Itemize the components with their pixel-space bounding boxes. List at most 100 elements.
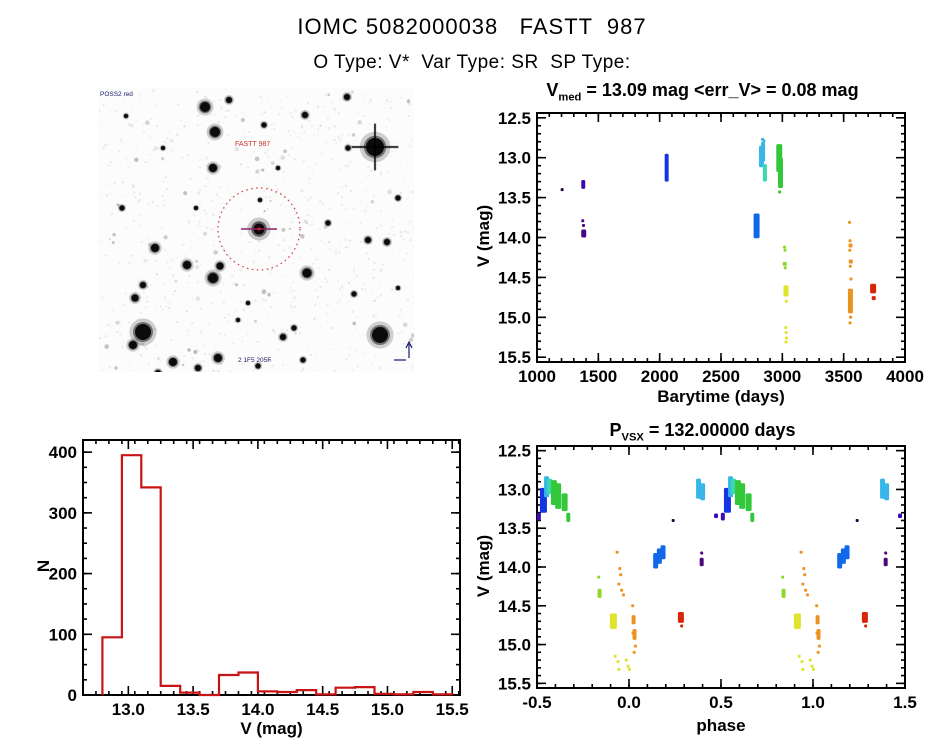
lightcurve-data-segment — [761, 141, 766, 162]
lightcurve-data-segment — [777, 157, 783, 189]
lightcurve-data-point — [783, 245, 787, 249]
phase-data-segment — [745, 493, 752, 512]
phase-data-segment — [561, 493, 568, 512]
lightcurve-data-segment — [581, 180, 586, 189]
phase-data-segment — [631, 615, 636, 625]
lightcurve-data-point — [778, 190, 782, 194]
histogram-x-tick-label: 13.0 — [112, 700, 145, 719]
field-stars — [117, 91, 403, 372]
star — [255, 363, 261, 369]
phase-data-segment — [898, 513, 903, 519]
lightcurve-y-tick-label: 12.5 — [498, 109, 531, 128]
plate-annotation: 2 1F5 205F — [238, 357, 271, 364]
phase-title-subscript: VSX — [621, 431, 644, 444]
phase-title-value: = 132.00000 days — [643, 420, 796, 440]
phase-data-segment — [750, 512, 755, 523]
phase-y-tick-label: 15.5 — [498, 674, 531, 693]
phase-data-point — [884, 551, 888, 555]
lightcurve-data-point — [783, 266, 787, 270]
lightcurve-data-point — [784, 330, 788, 334]
lightcurve-data-segment — [753, 213, 760, 239]
lightcurve-title-subscript: med — [558, 91, 582, 104]
phase-data-point — [855, 518, 859, 522]
phase-data-segment — [793, 613, 801, 630]
lightcurve-data-point — [871, 296, 876, 301]
lightcurve-data-segment — [783, 285, 789, 297]
star — [300, 357, 306, 363]
phase-data-segment — [555, 483, 562, 509]
phase-data-point — [620, 588, 624, 592]
phase-data-point — [617, 582, 621, 586]
lightcurve-data-point — [848, 321, 852, 325]
star — [396, 286, 400, 290]
phase-x-tick-label: 0.5 — [709, 693, 733, 712]
finding-chart-image: POSS2 red 2 1F5 205F FASTT 987 — [98, 88, 414, 372]
histogram-x-tick-label: 13.5 — [177, 700, 210, 719]
star — [216, 262, 224, 270]
target-name-label: FASTT 987 — [235, 141, 270, 148]
lightcurve-data-point — [581, 224, 585, 228]
lightcurve-x-tick-label: 1500 — [579, 367, 617, 386]
lightcurve-data-point — [848, 259, 853, 264]
phase-y-tick-label: 14.5 — [498, 597, 531, 616]
star — [214, 354, 222, 362]
phase-data-segment — [714, 513, 719, 519]
lightcurve-y-tick-label: 14.5 — [498, 268, 531, 287]
phase-data-point — [627, 667, 631, 671]
phase-data-point — [624, 658, 628, 662]
phase-y-tick-label: 14.0 — [498, 558, 531, 577]
phase-data-point — [671, 518, 675, 522]
page-title: IOMC 5082000038 FASTT 987 — [297, 14, 647, 39]
phase-x-tick-label: 1.5 — [893, 693, 917, 712]
phase-data-point — [804, 588, 808, 592]
lightcurve-x-tick-label: 2500 — [702, 367, 740, 386]
phase-data-point — [808, 658, 812, 662]
phase-data-segment — [720, 512, 725, 521]
target-circle — [217, 187, 301, 271]
phase-data-segment — [597, 588, 602, 599]
phase-data-segment — [696, 478, 702, 499]
star — [195, 365, 201, 371]
phase-data-segment — [547, 478, 553, 495]
phase-data-point — [803, 573, 807, 577]
lightcurve-x-tick-label: 3500 — [825, 367, 863, 386]
phase-data-segment — [609, 613, 617, 630]
phase-data-point — [680, 624, 684, 628]
lightcurve-data-point — [848, 239, 852, 243]
histogram-x-tick-label: 14.5 — [306, 700, 339, 719]
phase-data-point — [815, 604, 819, 608]
lightcurve-data-point — [849, 315, 853, 319]
phase-data-segment — [880, 478, 886, 499]
histogram-x-tick-label: 15.0 — [371, 700, 404, 719]
star — [169, 358, 177, 366]
target-marker — [217, 187, 301, 271]
star — [246, 301, 250, 305]
phase-data-point — [864, 624, 868, 628]
star — [372, 327, 388, 343]
lightcurve-data-point — [784, 340, 788, 344]
star — [276, 166, 280, 170]
star — [131, 294, 139, 302]
phase-data-segment — [677, 611, 684, 623]
star — [395, 195, 401, 201]
lightcurve-data-point — [581, 219, 585, 223]
histogram-y-tick-label: 0 — [68, 686, 77, 705]
phase-data-segment — [844, 545, 850, 560]
lightcurve-y-tick-label: 15.0 — [498, 308, 531, 327]
lightcurve-x-tick-label: 1000 — [518, 367, 556, 386]
lightcurve-data-point — [762, 139, 766, 143]
phase-data-point — [800, 660, 804, 664]
phase-data-point — [617, 667, 621, 671]
star — [200, 102, 210, 112]
north-east-compass-icon — [394, 340, 413, 361]
histogram-y-tick-label: 100 — [49, 625, 77, 644]
phase-y-tick-label: 15.0 — [498, 636, 531, 655]
lightcurve-data-segment — [847, 288, 853, 314]
lightcurve-data-point — [560, 188, 564, 192]
lightcurve-data-point — [783, 248, 787, 252]
star — [302, 268, 312, 278]
star — [384, 239, 390, 245]
survey-annotation: POSS2 red — [100, 91, 133, 98]
star — [226, 97, 232, 103]
lightcurve-y-tick-label: 13.5 — [498, 189, 531, 208]
